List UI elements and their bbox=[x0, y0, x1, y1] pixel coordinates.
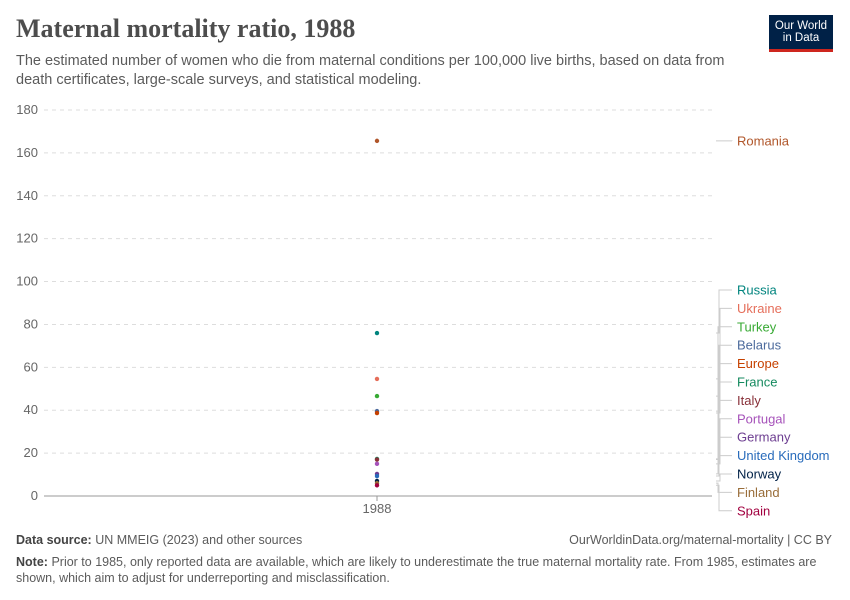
y-tick-label: 140 bbox=[16, 188, 38, 203]
y-tick-label: 120 bbox=[16, 231, 38, 246]
data-point-united-kingdom bbox=[374, 473, 380, 479]
owid-logo[interactable]: Our World in Data bbox=[769, 15, 833, 52]
legend-connector bbox=[716, 381, 732, 460]
data-point-turkey bbox=[374, 393, 380, 399]
data-point-europe bbox=[374, 410, 380, 416]
chart-title: Maternal mortality ratio, 1988 bbox=[16, 14, 356, 43]
legend-connector bbox=[716, 436, 732, 475]
legend-label: Italy bbox=[737, 393, 761, 408]
legend-label: Spain bbox=[737, 503, 770, 518]
legend-label: Europe bbox=[737, 356, 779, 371]
chart-subtitle: The estimated number of women who die fr… bbox=[16, 53, 725, 88]
x-tick-label: 1988 bbox=[363, 501, 392, 516]
legend-label: Russia bbox=[737, 283, 778, 298]
y-tick-label: 180 bbox=[16, 102, 38, 117]
legend-label: France bbox=[737, 375, 777, 390]
legend-label: Ukraine bbox=[737, 301, 782, 316]
legend-connector bbox=[716, 326, 732, 397]
y-tick-label: 0 bbox=[31, 488, 38, 503]
legend-connector bbox=[716, 473, 732, 482]
legend-label: United Kingdom bbox=[737, 448, 830, 463]
legend-label: Portugal bbox=[737, 411, 786, 426]
note: Note: Prior to 1985, only reported data … bbox=[16, 555, 817, 585]
source-link[interactable]: OurWorldinData.org/maternal-mortality | … bbox=[569, 533, 832, 547]
y-tick-label: 160 bbox=[16, 145, 38, 160]
data-point-portugal bbox=[374, 461, 380, 467]
data-point-spain bbox=[374, 483, 380, 488]
y-tick-label: 40 bbox=[24, 402, 38, 417]
y-tick-label: 100 bbox=[16, 274, 38, 289]
y-tick-label: 60 bbox=[24, 359, 38, 374]
data-source: Data source: UN MMEIG (2023) and other s… bbox=[16, 533, 303, 547]
legend-label: Finland bbox=[737, 485, 780, 500]
legend-connector bbox=[716, 484, 732, 512]
y-tick-label: 20 bbox=[24, 445, 38, 460]
legend-connector bbox=[716, 455, 732, 477]
legend-connector bbox=[716, 482, 732, 493]
legend-label: Turkey bbox=[737, 319, 777, 334]
data-point-ukraine bbox=[374, 376, 380, 382]
y-tick-label: 80 bbox=[24, 316, 38, 331]
legend-label: Romania bbox=[737, 134, 790, 149]
data-point-russia bbox=[374, 330, 380, 336]
data-point-romania bbox=[374, 138, 380, 144]
legend-label: Belarus bbox=[737, 338, 782, 353]
legend-label: Germany bbox=[737, 430, 791, 445]
legend-label: Norway bbox=[737, 467, 782, 482]
data-point-italy bbox=[374, 457, 380, 462]
